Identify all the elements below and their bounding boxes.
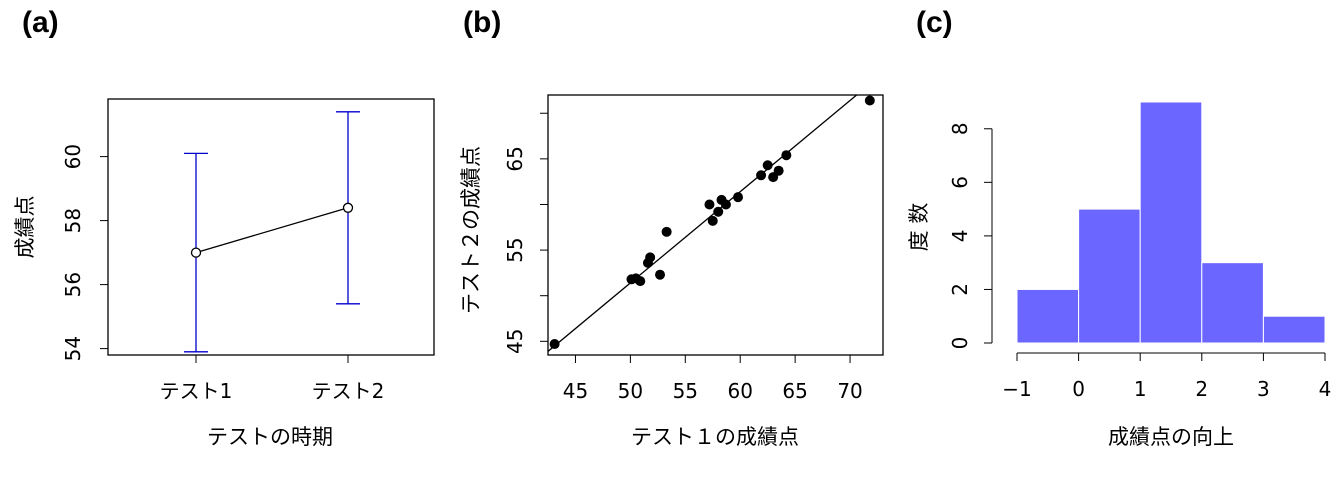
scatter-point	[655, 269, 666, 280]
panel-c-bars	[1016, 101, 1326, 344]
panel-b-x-axis: 45 50 55 60 65 70	[563, 354, 863, 403]
panel-c-x-tick-label: 3	[1257, 377, 1270, 401]
panel-c: (c) 0 2 4 6 8 −1 0 1 2 3 4 成績点の向上 度 数	[907, 6, 1331, 449]
panel-a-x-title: テストの時期	[207, 425, 333, 449]
panel-b-x-tick-label: 45	[563, 379, 588, 403]
panel-b-x-tick-label: 60	[727, 379, 752, 403]
panel-c-y-title: 度 数	[907, 203, 931, 252]
panel-b: (b) 45 55 65 45 50 55 60 65 70 テスト１の成績点 テスト２の成績…	[459, 6, 884, 449]
panel-c-x-tick-label: 0	[1072, 377, 1085, 401]
scatter-point	[704, 199, 715, 210]
panel-c-y-tick-label: 2	[948, 283, 972, 296]
scatter-point	[549, 339, 560, 350]
panel-c-x-tick-label: −1	[1002, 377, 1031, 401]
panel-b-y-tick-label: 55	[503, 237, 527, 262]
panel-c-y-tick-label: 0	[948, 337, 972, 350]
panel-b-y-tick-label: 45	[503, 329, 527, 354]
panel-a-label: (a)	[22, 6, 59, 39]
panel-a-x-tick-label: テスト2	[312, 379, 385, 403]
panel-b-x-title: テスト１の成績点	[631, 425, 799, 449]
panel-b-x-tick-label: 70	[837, 379, 862, 403]
mean-line	[195, 207, 349, 254]
panel-a: (a) 54 56 58 60 テスト1 テスト2 テストの時期 成績点	[13, 6, 435, 449]
scatter-point	[713, 206, 724, 217]
panel-c-x-tick-label: 2	[1195, 377, 1208, 401]
panel-c-y-tick-label: 8	[948, 122, 972, 135]
panel-a-y-title: 成績点	[13, 196, 37, 259]
panel-b-x-tick-label: 50	[618, 379, 643, 403]
histogram-bar	[1139, 101, 1203, 344]
scatter-point	[645, 252, 656, 263]
mean-point	[342, 202, 354, 213]
histogram-bar	[1201, 262, 1264, 344]
scatter-point	[864, 95, 875, 106]
panel-b-y-title: テスト２の成績点	[459, 146, 483, 314]
scatter-point	[733, 192, 744, 203]
panel-c-x-axis: −1 0 1 2 3 4	[1002, 352, 1332, 401]
scatter-point	[635, 276, 646, 287]
panel-b-x-tick-label: 65	[782, 379, 807, 403]
histogram-bar	[1078, 208, 1141, 344]
panel-c-x-tick-label: 1	[1134, 377, 1147, 401]
panel-b-x-tick-label: 55	[673, 379, 698, 403]
panel-a-x-tick-label: テスト1	[160, 379, 233, 403]
scatter-point	[661, 226, 672, 237]
panel-a-marks	[184, 111, 360, 353]
panel-a-frame	[107, 98, 435, 356]
panel-b-label: (b)	[463, 6, 501, 39]
scatter-point	[781, 150, 792, 161]
scatter-point	[773, 165, 784, 176]
panel-b-marks	[548, 95, 875, 353]
panel-c-y-tick-label: 4	[948, 230, 972, 243]
panel-a-y-tick-label: 56	[61, 272, 85, 297]
scatter-point	[720, 199, 731, 210]
panel-a-y-tick-label: 54	[61, 336, 85, 361]
scatter-point	[707, 215, 718, 226]
histogram-bar	[1016, 288, 1080, 344]
histogram-bar	[1262, 315, 1326, 344]
panel-b-y-axis: 45 55 65	[503, 112, 549, 354]
scatter-point	[756, 170, 767, 181]
panel-a-y-tick-label: 60	[61, 144, 85, 169]
panel-a-x-axis: テスト1 テスト2	[160, 354, 385, 403]
scatter-point	[762, 160, 773, 171]
panel-b-y-tick-label: 65	[503, 146, 527, 171]
panel-c-y-tick-label: 6	[948, 176, 972, 189]
panel-c-label: (c)	[916, 6, 953, 39]
panel-c-x-tick-label: 4	[1319, 377, 1332, 401]
panel-a-y-tick-label: 58	[61, 208, 85, 233]
mean-point	[190, 247, 202, 258]
panel-c-y-axis: 0 2 4 6 8	[948, 122, 993, 350]
panel-c-x-title: 成績点の向上	[1108, 425, 1234, 449]
panel-a-y-axis: 54 56 58 60	[61, 144, 109, 361]
